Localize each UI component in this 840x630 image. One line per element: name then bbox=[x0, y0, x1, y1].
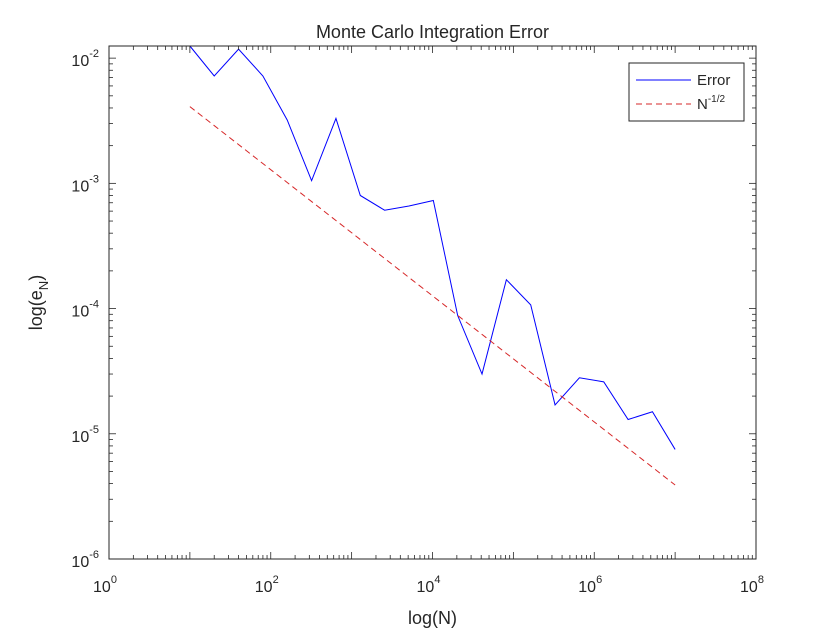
legend-label-reference: N-1/2 bbox=[697, 94, 726, 113]
y-axis-label-end: ) bbox=[26, 275, 46, 281]
legend-label-error: Error bbox=[697, 72, 730, 89]
x-tick-label: 102 bbox=[255, 574, 279, 596]
series-line-1 bbox=[189, 106, 676, 486]
y-tick-label: 10-5 bbox=[71, 424, 99, 446]
y-tick-label: 10-2 bbox=[71, 48, 99, 70]
y-tick-label: 10-6 bbox=[71, 549, 99, 571]
y-axis-label-base: log(e bbox=[26, 290, 46, 330]
chart-title: Monte Carlo Integration Error bbox=[316, 22, 549, 42]
legend-label-reference-base: N bbox=[697, 96, 708, 113]
y-tick-label: 10-3 bbox=[71, 173, 99, 195]
x-tick-label: 106 bbox=[578, 574, 602, 596]
x-tick-label: 108 bbox=[740, 574, 764, 596]
y-axis-label: log(eN) bbox=[26, 275, 51, 330]
x-axis-label: log(N) bbox=[408, 608, 457, 628]
x-tick-label: 100 bbox=[93, 574, 117, 596]
legend-label-reference-exp: -1/2 bbox=[708, 94, 726, 105]
y-axis-label-sub: N bbox=[36, 281, 51, 290]
legend-box bbox=[628, 62, 745, 122]
series-layer bbox=[189, 45, 676, 486]
tick-layer: 100 102 104 106 108 10-6 10-5 10-4 10-3 10-2 bbox=[71, 46, 764, 596]
y-tick-label: 10-4 bbox=[71, 299, 99, 321]
x-tick-label: 104 bbox=[417, 574, 441, 596]
plot-area bbox=[109, 46, 756, 559]
series-line-0 bbox=[189, 45, 676, 450]
legend: Error N-1/2 bbox=[628, 62, 745, 122]
